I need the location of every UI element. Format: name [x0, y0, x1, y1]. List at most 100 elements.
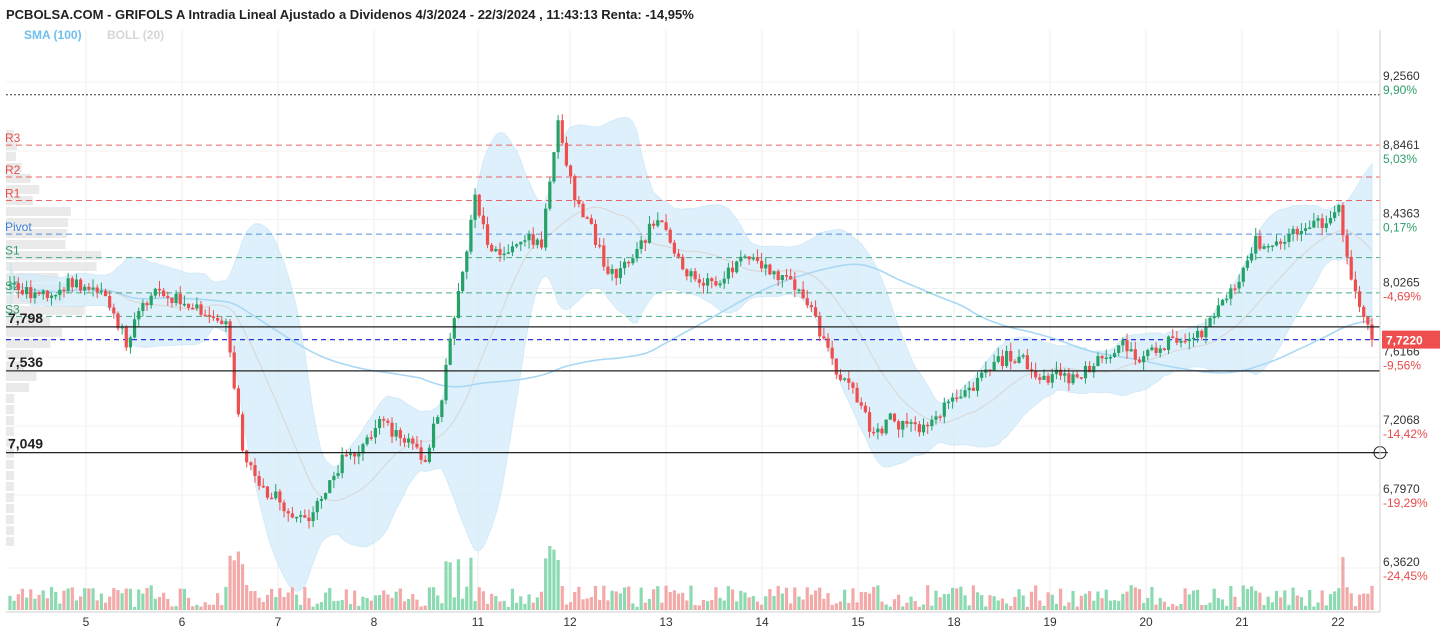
candles: [8, 114, 1374, 529]
volume-bar: [1175, 606, 1179, 610]
volume-bar: [859, 592, 863, 610]
candle-body: [1262, 246, 1266, 249]
volume-bar: [838, 601, 843, 610]
candle-body: [66, 278, 70, 291]
volume-bar: [917, 606, 921, 610]
x-tick-label: 13: [659, 615, 673, 629]
candle-body: [112, 307, 116, 314]
volume-bar: [348, 604, 353, 610]
candle-body: [892, 413, 897, 422]
volume-profile-bar: [6, 130, 14, 139]
volume-bar: [369, 600, 373, 610]
candle-body: [660, 220, 664, 223]
candle-body: [240, 414, 245, 451]
volume-bar: [286, 592, 290, 610]
candle-body: [930, 419, 934, 427]
volume-bar: [764, 596, 768, 610]
volume-bar: [984, 606, 988, 610]
candle-body: [701, 282, 706, 286]
candle-body: [1333, 212, 1337, 218]
candle-body: [672, 242, 676, 254]
candle-body: [41, 290, 45, 295]
volume-bar: [1204, 605, 1208, 610]
volume-bar: [490, 593, 494, 610]
candle-body: [726, 267, 730, 279]
candle-body: [431, 423, 436, 448]
volume-profile-bar: [6, 460, 14, 469]
candle-body: [639, 240, 643, 249]
volume-bar: [548, 546, 552, 610]
candle-body: [510, 246, 515, 253]
volume-bar: [747, 597, 751, 610]
candle-body: [377, 418, 382, 429]
volume-bar: [1067, 602, 1071, 610]
volume-bar: [270, 588, 274, 610]
candle-body: [793, 279, 797, 290]
candle-body: [1158, 348, 1162, 353]
candle-body: [676, 253, 681, 257]
volume-bar: [1034, 585, 1038, 610]
volume-bar: [1058, 588, 1063, 610]
volume-bar: [1229, 585, 1233, 610]
x-tick-label: 21: [1235, 615, 1249, 629]
volume-bar: [1150, 586, 1154, 610]
volume-bar: [83, 588, 87, 610]
volume-bar: [992, 596, 996, 610]
volume-bars: [8, 546, 1374, 610]
volume-bar: [319, 602, 324, 610]
volume-bar: [66, 588, 70, 610]
volume-bar: [502, 600, 506, 610]
candle-body: [1229, 288, 1233, 299]
volume-bar: [162, 592, 166, 610]
volume-bar: [589, 597, 593, 610]
support-line-label: 7,536: [8, 354, 43, 370]
legend-sma: SMA (100): [24, 28, 82, 42]
candle-body: [764, 264, 768, 269]
candle-body: [108, 295, 112, 308]
volume-profile-bar: [6, 163, 22, 172]
candle-body: [45, 290, 49, 298]
candle-body: [315, 500, 319, 513]
volume-bar: [386, 594, 390, 610]
candle-body: [1021, 355, 1025, 357]
candle-body: [415, 443, 419, 448]
volume-bar: [228, 555, 232, 610]
candle-body: [394, 430, 398, 437]
volume-bar: [610, 590, 614, 610]
candle-body: [855, 387, 859, 403]
candle-body: [203, 314, 207, 317]
volume-bar: [224, 586, 228, 610]
volume-bar: [249, 591, 253, 610]
volume-bar: [560, 586, 564, 610]
candle-body: [564, 142, 569, 166]
candle-body: [1071, 374, 1075, 384]
volume-bar: [58, 603, 62, 610]
candle-body: [971, 387, 975, 391]
volume-bar: [544, 558, 548, 610]
candle-body: [444, 364, 448, 401]
candle-body: [274, 491, 278, 499]
candle-body: [1004, 351, 1009, 367]
volume-profile-bar: [6, 306, 85, 315]
candle-body: [805, 298, 809, 306]
volume-bar: [336, 600, 340, 610]
candle-body: [585, 217, 589, 219]
volume-bar: [307, 598, 311, 610]
volume-bar: [967, 605, 971, 610]
candle-body: [544, 208, 548, 248]
volume-bar: [290, 587, 294, 610]
candle-body: [365, 437, 369, 445]
volume-bar: [1245, 588, 1250, 610]
volume-bar: [510, 588, 515, 610]
volume-bar: [506, 606, 510, 610]
candle-body: [278, 491, 282, 503]
volume-bar: [685, 600, 689, 610]
candle-body: [618, 268, 623, 279]
candle-body: [1200, 330, 1204, 338]
candle-body: [328, 480, 332, 494]
candle-body: [531, 234, 535, 245]
candle-body: [888, 413, 892, 420]
candle-body: [1337, 205, 1341, 213]
candle-body: [1046, 375, 1050, 383]
candle-body: [440, 400, 444, 418]
